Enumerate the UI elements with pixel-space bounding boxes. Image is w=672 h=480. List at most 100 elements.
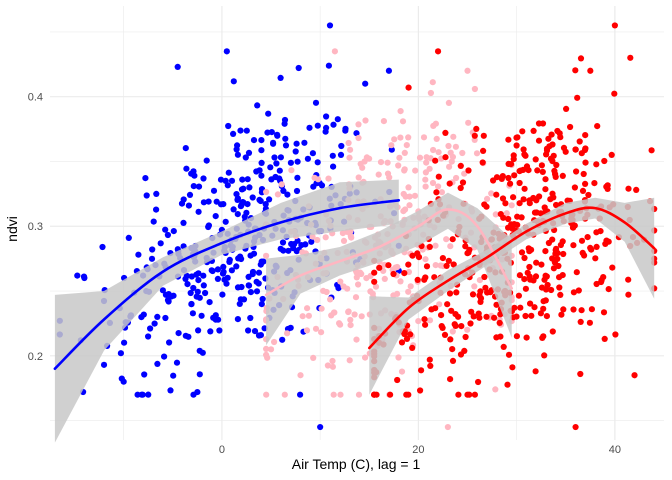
scatter-point [447,376,454,383]
scatter-point [580,170,587,178]
scatter-point [508,221,515,228]
scatter-point [447,243,454,250]
scatter-point [520,146,527,153]
scatter-point [416,154,424,161]
scatter-point [542,248,549,255]
scatter-point [538,162,546,169]
scatter-point [505,215,512,223]
scatter-point [467,320,474,327]
scatter-point [609,264,616,271]
scatter-point [438,189,445,196]
scatter-point [447,336,454,343]
scatter-point [534,167,541,174]
scatter-point [497,311,504,318]
scatter-point [509,364,516,371]
scatter-point [449,328,456,335]
scatter-point [475,378,482,386]
scatter-point [257,197,264,205]
scatter-point [462,243,469,250]
scatter-point [426,317,434,324]
scatter-point [315,176,322,183]
scatter-point [476,277,483,284]
scatter-point [432,305,439,312]
scatter-point [611,22,618,29]
scatter-point [145,391,152,398]
scatter-point [340,283,347,290]
scatter-point [406,193,413,200]
scatter-point [338,142,345,150]
scatter-point [453,289,460,296]
scatter-point [249,271,256,278]
scatter-point [249,194,256,201]
scatter-point [549,328,556,335]
scatter-point [627,54,634,61]
scatter-point [323,124,330,131]
scatter-point [405,184,412,191]
scatter-point [245,327,252,334]
scatter-point [233,146,240,153]
scatter-point [320,287,327,294]
scatter-point [391,136,398,143]
scatter-point [533,259,540,266]
scatter-point [334,116,341,123]
scatter-point [531,304,538,311]
scatter-point [167,387,174,394]
scatter-point [274,132,281,139]
scatter-point [411,192,419,199]
scatter-point [400,208,407,215]
scatter-point [552,173,559,180]
scatter-point [435,183,442,190]
scatter-point [273,160,280,167]
scatter-point [398,339,406,346]
scatter-point [587,67,594,74]
scatter-point [468,308,475,315]
scatter-point [563,105,570,112]
scatter-point [523,334,530,341]
scatter-point [435,173,442,180]
scatter-point [543,145,551,152]
scatter-point [255,332,263,339]
scatter-point [347,322,354,329]
scatter-point [407,331,414,338]
scatter-point [422,176,429,183]
scatter-point [242,154,249,161]
scatter-point [517,304,524,311]
scatter-point [528,312,535,319]
scatter-point [385,262,392,269]
scatter-point [233,263,240,270]
scatter-point [471,391,478,398]
scatter-point [170,292,177,299]
scatter-point [175,330,182,337]
scatter-point [572,146,579,153]
scatter-point [202,289,209,297]
scatter-point [427,362,434,369]
scatter-point [263,188,270,196]
scatter-point [210,187,218,194]
scatter-point [442,154,449,161]
scatter-point [195,277,202,284]
scatter-point [140,311,147,318]
x-tick-label: 40 [609,444,621,456]
scatter-point [527,276,534,283]
scatter-point [587,244,594,251]
scatter-point [531,209,539,216]
scatter-point [165,291,172,298]
scatter-point [312,99,320,106]
scatter-point [492,211,499,218]
scatter-point [503,210,510,217]
scatter-point [330,163,337,170]
scatter-point [304,155,311,162]
smooth-line [368,206,656,350]
scatter-point [471,132,478,139]
scatter-point [407,283,414,290]
scatter-point [212,213,219,220]
scatter-point [270,140,277,147]
scatter-point [499,195,507,202]
scatter-point [81,274,88,282]
scatter-point [496,319,503,326]
scatter-point [282,142,290,149]
scatter-point [243,127,250,134]
scatter-point [423,159,430,166]
scatter-point [312,325,320,332]
scatter-point [234,196,241,203]
